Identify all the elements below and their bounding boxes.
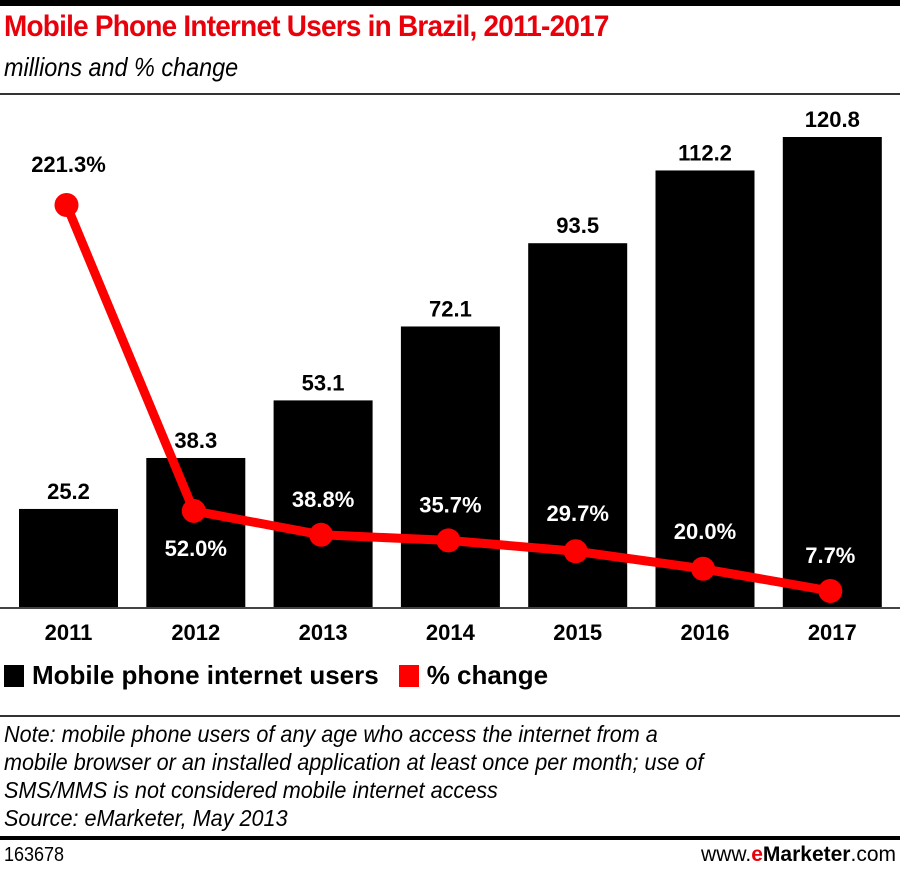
legend-label-change: % change: [426, 660, 549, 690]
pct-change-label: 221.3%: [31, 152, 106, 177]
bar-value-label: 38.3: [174, 428, 217, 453]
pct-change-point: [436, 528, 461, 553]
pct-change-point: [563, 539, 588, 564]
bar-value-label: 53.1: [302, 370, 345, 395]
x-tick-label: 2016: [681, 620, 730, 645]
brand-link[interactable]: www.eMarketer.com: [701, 843, 896, 867]
bar-2012: [146, 457, 246, 607]
pct-change-point: [691, 556, 715, 581]
source-line: Source: eMarketer, May 2013: [4, 805, 288, 831]
brand-prefix: www.: [701, 843, 752, 866]
bar-2013: [273, 400, 373, 607]
bar-2017: [782, 137, 882, 607]
bar-2011: [19, 508, 118, 607]
chart-subtitle: millions and % change: [4, 52, 239, 82]
chart-title: Mobile Phone Internet Users in Brazil, 2…: [4, 10, 609, 43]
x-tick-label: 2012: [171, 620, 220, 645]
bar-2014: [400, 326, 500, 607]
pct-change-label: 38.8%: [292, 487, 354, 512]
pct-change-label: 29.7%: [547, 501, 609, 526]
legend-item-change: % change: [398, 660, 549, 691]
bar-value-label: 120.8: [805, 107, 860, 132]
pct-change-point: [181, 498, 206, 523]
pct-change-label: 52.0%: [165, 536, 227, 561]
x-tick-label: 2014: [426, 620, 476, 645]
x-tick-label: 2017: [808, 620, 857, 645]
pct-change-point: [818, 579, 843, 603]
bar-value-label: 112.2: [678, 140, 732, 165]
pct-change-label: 20.0%: [674, 519, 736, 544]
note-line: mobile browser or an installed applicati…: [4, 749, 704, 775]
brand-e: e: [751, 843, 763, 866]
top-bar: [0, 0, 900, 6]
chart-area: 25.2 2011 38.3 2012 53.1 2013 72.1 2014 93.5 2015…: [0, 107, 900, 645]
bar-value-label: 93.5: [556, 213, 599, 238]
note-line: Note: mobile phone users of any age who …: [4, 721, 658, 747]
bar-value-label: 72.1: [429, 296, 472, 321]
legend: Mobile phone internet users % change: [4, 660, 568, 691]
x-tick-label: 2013: [299, 620, 348, 645]
bar-2016: [655, 170, 755, 607]
x-tick-label: 2015: [553, 620, 602, 645]
footnote: Note: mobile phone users of any age who …: [4, 720, 832, 832]
brand-suffix: .com: [850, 843, 896, 866]
brand-name: Marketer: [762, 843, 851, 866]
legend-label-users: Mobile phone internet users: [32, 660, 379, 690]
bottom-bar: [0, 836, 900, 840]
bar-value-label: 25.2: [47, 479, 90, 504]
pct-change-label: 7.7%: [805, 543, 855, 568]
footer-divider: [0, 715, 900, 717]
header-divider: [0, 93, 900, 95]
chart-id: 163678: [4, 844, 65, 866]
legend-swatch-change: [398, 664, 419, 687]
pct-change-point: [54, 193, 79, 217]
pct-change-label: 35.7%: [419, 492, 481, 517]
x-tick-label: 2011: [45, 620, 93, 645]
note-line: SMS/MMS is not considered mobile interne…: [4, 777, 498, 803]
legend-item-users: Mobile phone internet users: [4, 660, 379, 691]
pct-change-point: [309, 522, 334, 547]
legend-swatch-users: [4, 664, 24, 687]
